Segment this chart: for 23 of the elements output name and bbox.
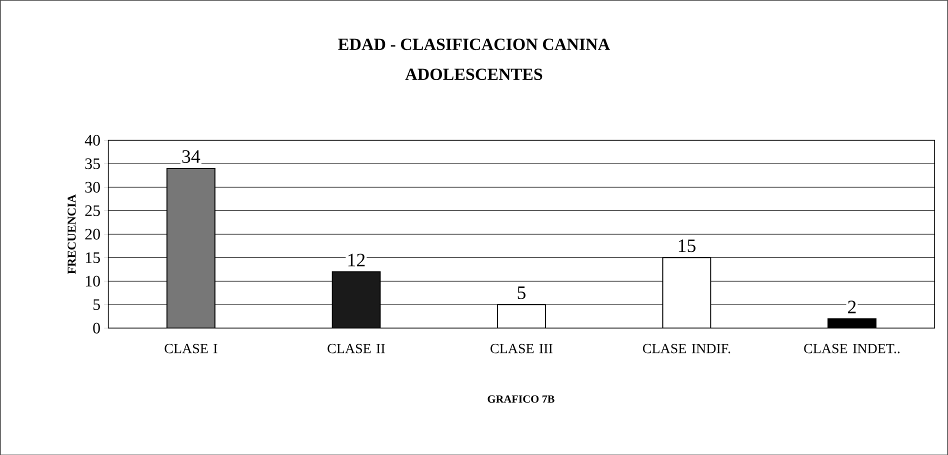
x-tick-label: CLASE II <box>328 344 385 354</box>
y-tick-label: 40 <box>84 134 100 146</box>
y-tick-label: 5 <box>93 299 100 310</box>
data-label: 5 <box>518 286 526 299</box>
data-label: 2 <box>848 300 856 314</box>
x-tick-label: CLASE INDIF. <box>642 344 730 354</box>
data-label: 12 <box>348 254 365 266</box>
chart-subtitle: ADOLESCENTES <box>405 68 542 80</box>
x-tick-label: CLASE I <box>164 344 218 354</box>
y-tick-label: 0 <box>93 322 100 334</box>
x-tick-label: CLASE INDET.. <box>804 344 900 354</box>
chart-title: EDAD - CLASIFICACION CANINA <box>338 38 610 50</box>
y-tick-label: 15 <box>86 252 100 263</box>
y-tick-label: 35 <box>85 158 100 169</box>
y-tick-label: 30 <box>85 182 100 192</box>
data-label: 34 <box>182 150 200 163</box>
data-label: 15 <box>678 239 696 252</box>
y-tick-label: 10 <box>86 276 100 286</box>
x-axis-title: GRAFICO 7B <box>488 395 554 403</box>
x-tick-label: CLASE III <box>490 344 552 354</box>
y-tick-label: 25 <box>85 205 100 216</box>
y-axis-title: FRECUENCIA <box>68 194 76 274</box>
y-tick-label: 20 <box>85 228 100 240</box>
